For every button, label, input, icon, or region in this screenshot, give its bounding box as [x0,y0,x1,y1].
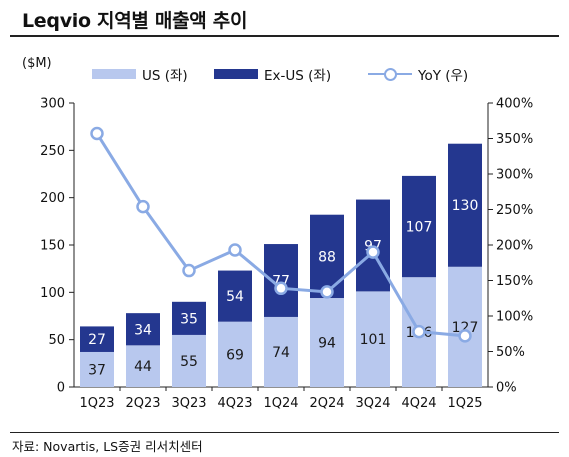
bar-us [448,266,482,387]
right-tick-label: 400% [496,97,533,112]
source-note: 자료: Novartis, LS증권 리서치센터 [12,439,203,454]
legend-label-exus: Ex-US (좌) [264,68,332,84]
data-label-exus: 34 [134,322,152,338]
legend-swatch-yoy [368,68,412,81]
bar-us [218,321,252,387]
right-tick-label: 300% [496,168,533,183]
x-tick-label: 3Q24 [355,396,390,411]
data-label-exus: 27 [88,332,106,348]
right-tick-label: 0% [496,381,517,396]
data-label-exus: 130 [452,198,479,214]
data-label-us: 44 [134,359,152,375]
yoy-point [182,263,196,278]
data-label-us: 94 [318,336,336,352]
x-tick-label: 2Q24 [309,396,344,411]
x-tick-label: 3Q23 [171,396,206,411]
chart-title: Leqvio 지역별 매출액 추이 [22,10,248,32]
yoy-point [90,126,104,141]
bar-us [264,316,298,387]
data-label-exus: 88 [318,249,336,265]
yoy-point [136,199,150,214]
left-tick-label: 150 [40,239,65,254]
bar-us [80,351,114,387]
right-tick-label: 100% [496,310,533,325]
legend-label-us: US (좌) [142,68,188,84]
data-label-us: 127 [452,320,479,336]
x-tick-label: 1Q23 [79,396,114,411]
right-tick-label: 250% [496,203,533,218]
data-label-exus: 54 [226,289,244,305]
yoy-point [366,245,380,259]
left-tick-label: 100 [40,286,65,301]
bar-exus [402,175,436,278]
legend-item-yoy: YoY (우) [368,64,468,84]
bar-us [172,334,206,387]
yoy-point [228,243,242,257]
footer-divider [10,432,559,433]
right-tick-label: 50% [496,345,525,360]
bar-exus [172,301,206,335]
left-tick-label: 300 [40,97,65,112]
yoy-point [320,285,334,299]
data-label-us: 55 [180,354,198,370]
left-tick-label: 200 [40,191,65,206]
left-tick-label: 0 [57,381,65,396]
bar-us [356,291,390,387]
left-axis-unit: ($M) [22,56,52,71]
yoy-point [412,324,426,339]
data-label-us: 74 [272,345,290,361]
x-tick-label: 4Q23 [217,396,252,411]
bar-exus [310,214,344,299]
legend-label-yoy: YoY (우) [418,68,469,84]
title-divider [10,35,559,37]
left-tick-label: 250 [40,144,65,159]
x-tick-label: 1Q25 [447,396,482,411]
yoy-point [274,281,288,296]
bar-exus [126,313,160,346]
legend-item-exus: Ex-US (좌) [214,64,331,84]
legend-swatch-exus [214,69,258,79]
right-tick-label: 150% [496,274,533,289]
bar-us [126,345,160,387]
bar-exus [218,270,252,322]
legend-swatch-us [92,69,136,79]
yoy-point [458,329,472,343]
x-tick-label: 2Q23 [125,396,160,411]
legend-item-us: US (좌) [92,64,188,84]
right-tick-label: 200% [496,239,533,254]
data-label-us: 101 [360,332,387,348]
data-label-us: 69 [226,347,244,363]
data-label-exus: 35 [180,311,198,327]
x-tick-label: 1Q24 [263,396,298,411]
data-label-us: 37 [88,362,106,378]
bar-us [310,298,344,387]
bar-exus [80,326,114,352]
x-tick-label: 4Q24 [401,396,436,411]
bar-exus [448,143,482,267]
right-tick-label: 350% [496,132,533,147]
left-tick-label: 50 [48,333,65,348]
data-label-exus: 107 [406,220,433,236]
